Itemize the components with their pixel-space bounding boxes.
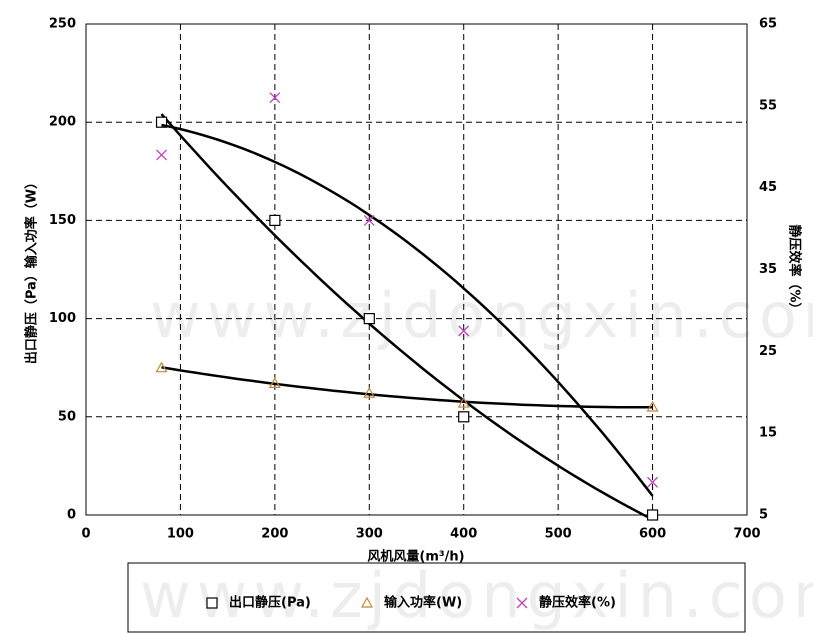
- point: [363, 214, 375, 226]
- y-tick-label: 150: [49, 213, 76, 228]
- trend-line: [161, 366, 653, 409]
- y2-tick-label: 55: [759, 98, 777, 113]
- point: [647, 476, 659, 488]
- point: [363, 386, 376, 398]
- point: [646, 509, 659, 521]
- x-tick-label: 600: [639, 527, 666, 542]
- x-tick-label: 200: [261, 527, 288, 542]
- trend-line: [161, 123, 654, 497]
- legend-label: 输入功率(W): [384, 595, 462, 611]
- legend-marker: [206, 597, 218, 609]
- point: [268, 377, 281, 389]
- y2-axis-label: 静压效率（%）: [787, 224, 803, 315]
- y2-tick-label: 5: [759, 508, 768, 523]
- x-tick-label: 0: [81, 527, 90, 542]
- y-axis-label: 出口静压（Pa）输入功率（W）: [24, 176, 40, 364]
- legend-label: 静压效率(%): [539, 595, 616, 611]
- y2-tick-label: 15: [759, 426, 777, 441]
- legend-box: [127, 562, 746, 633]
- x-tick-label: 700: [733, 527, 760, 542]
- watermark: www.zjdongxin.com: [140, 559, 813, 632]
- y2-tick-label: 25: [759, 344, 777, 359]
- legend-marker: [516, 597, 528, 609]
- x-tick-label: 500: [545, 527, 572, 542]
- y2-tick-label: 35: [759, 262, 777, 277]
- y2-tick-label: 45: [759, 180, 777, 195]
- point: [269, 214, 281, 226]
- point: [156, 149, 168, 161]
- y-tick-label: 0: [67, 508, 76, 523]
- x-tick-label: 300: [356, 527, 383, 542]
- point: [458, 411, 470, 423]
- x-tick-label: 400: [450, 527, 477, 542]
- y-tick-label: 50: [58, 409, 76, 424]
- y-tick-label: 250: [49, 17, 76, 32]
- y-tick-label: 100: [49, 311, 76, 326]
- legend-label: 出口静压(Pa): [229, 595, 311, 611]
- y2-tick-label: 65: [759, 17, 777, 32]
- point: [269, 92, 281, 104]
- point: [155, 116, 168, 128]
- x-axis-label: 风机风量(m³/h): [367, 549, 464, 565]
- point: [457, 396, 470, 408]
- point: [155, 361, 168, 373]
- plot-frame: [85, 23, 748, 516]
- x-tick-label: 100: [167, 527, 194, 542]
- point: [646, 400, 659, 412]
- y-tick-label: 200: [49, 115, 76, 130]
- point: [363, 313, 375, 325]
- watermark: www.zjdongxin.com: [150, 279, 813, 352]
- trend-line: [160, 113, 654, 521]
- point: [458, 325, 470, 337]
- legend-marker: [360, 596, 374, 608]
